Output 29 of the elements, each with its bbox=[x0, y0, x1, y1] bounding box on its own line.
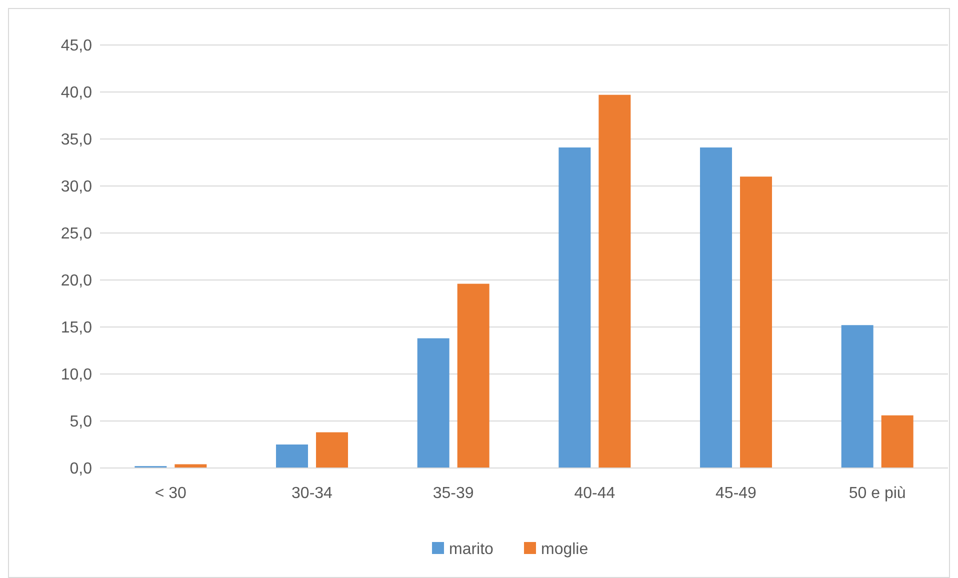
bar bbox=[881, 415, 914, 468]
legend-label: moglie bbox=[541, 541, 588, 558]
bar bbox=[700, 147, 732, 468]
bar bbox=[417, 338, 450, 468]
bar bbox=[316, 432, 348, 468]
y-tick-label: 0,0 bbox=[70, 460, 92, 478]
y-tick-label: 45,0 bbox=[60, 38, 92, 55]
bar bbox=[598, 94, 631, 468]
x-tick-label: 45-49 bbox=[716, 485, 757, 502]
y-tick-label: 15,0 bbox=[60, 320, 92, 337]
y-tick-label: 25,0 bbox=[60, 226, 92, 243]
legend-label: marito bbox=[449, 541, 494, 558]
bar bbox=[558, 147, 591, 468]
x-tick-label: 40-44 bbox=[574, 485, 616, 502]
y-tick-label: 5,0 bbox=[70, 414, 92, 431]
bar bbox=[841, 325, 874, 468]
bar bbox=[276, 444, 308, 468]
y-tick-label: 30,0 bbox=[60, 178, 92, 196]
x-tick-label: 50 e più bbox=[848, 485, 906, 502]
bar bbox=[740, 176, 772, 468]
x-tick-label: 30-34 bbox=[292, 485, 333, 502]
y-tick-label: 10,0 bbox=[60, 366, 92, 384]
bar bbox=[174, 464, 207, 468]
y-tick-label: 35,0 bbox=[60, 132, 92, 149]
x-tick-label: < 30 bbox=[154, 485, 187, 502]
x-tick-label: 35-39 bbox=[432, 485, 474, 502]
y-tick-label: 20,0 bbox=[60, 272, 92, 290]
bar bbox=[457, 284, 490, 468]
y-tick-label: 40,0 bbox=[60, 84, 92, 102]
